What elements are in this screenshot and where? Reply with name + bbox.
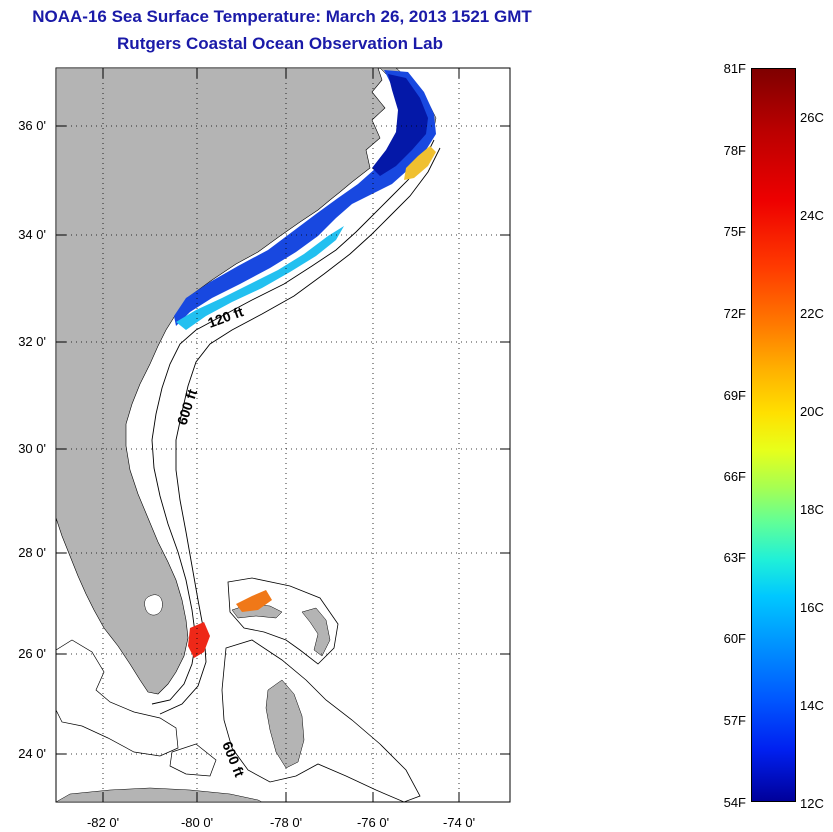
colorbar-c-24: 24C xyxy=(800,208,824,223)
land-southeast-us xyxy=(55,67,386,695)
lon-label-76: -76 0' xyxy=(356,815,390,830)
map-title: NOAA-16 Sea Surface Temperature: March 2… xyxy=(32,7,532,26)
lake-okeechobee xyxy=(144,594,163,616)
lat-label-30: 30 0' xyxy=(18,441,46,456)
colorbar-f-69: 69F xyxy=(723,388,746,403)
colorbar-c-18: 18C xyxy=(800,502,824,517)
colorbar-f-81: 81F xyxy=(723,61,746,76)
colorbar-c-14: 14C xyxy=(800,698,824,713)
colorbar-f-63: 63F xyxy=(723,550,746,565)
lat-label-28: 28 0' xyxy=(18,545,46,560)
lon-label-80: -80 0' xyxy=(180,815,214,830)
lat-label-24: 24 0' xyxy=(18,746,46,761)
colorbar-f-75: 75F xyxy=(723,224,746,239)
land-andros xyxy=(265,679,305,769)
temperature-colorbar xyxy=(751,68,796,802)
land-cuba xyxy=(55,787,263,803)
colorbar-f-60: 60F xyxy=(723,631,746,646)
colorbar-f-66: 66F xyxy=(723,469,746,484)
map-subtitle: Rutgers Coastal Ocean Observation Lab xyxy=(117,34,443,53)
sst-swath-deep-blue xyxy=(372,74,428,176)
sst-bahamas-patch xyxy=(236,590,272,612)
colorbar-c-12: 12C xyxy=(800,796,824,811)
frame-ticks xyxy=(56,68,510,802)
lon-label-78: -78 0' xyxy=(269,815,303,830)
lat-label-34: 34 0' xyxy=(18,227,46,242)
lon-label-74: -74 0' xyxy=(442,815,476,830)
lon-label-82: -82 0' xyxy=(86,815,120,830)
colorbar-c-26: 26C xyxy=(800,110,824,125)
colorbar-c-22: 22C xyxy=(800,306,824,321)
lat-label-32: 32 0' xyxy=(18,334,46,349)
colorbar-f-72: 72F xyxy=(723,306,746,321)
contour-cuba-shelf xyxy=(169,743,217,777)
land-abaco xyxy=(301,607,331,657)
sst-swath-warm xyxy=(404,146,436,180)
colorbar-f-54: 54F xyxy=(723,795,746,810)
colorbar-c-16: 16C xyxy=(800,600,824,615)
lat-label-26: 26 0' xyxy=(18,646,46,661)
contour-great-bahama-bank xyxy=(221,639,421,803)
sst-swath-cyan xyxy=(176,226,344,330)
contour-keys xyxy=(55,639,179,757)
colorbar-c-20: 20C xyxy=(800,404,824,419)
contour-120ft xyxy=(151,139,435,705)
lat-label-36: 36 0' xyxy=(18,118,46,133)
graticule xyxy=(56,68,510,802)
sst-gulfstream-patch xyxy=(188,622,210,658)
colorbar-f-57: 57F xyxy=(723,713,746,728)
contour-bahamas-bank xyxy=(227,577,339,665)
colorbar-f-78: 78F xyxy=(723,143,746,158)
